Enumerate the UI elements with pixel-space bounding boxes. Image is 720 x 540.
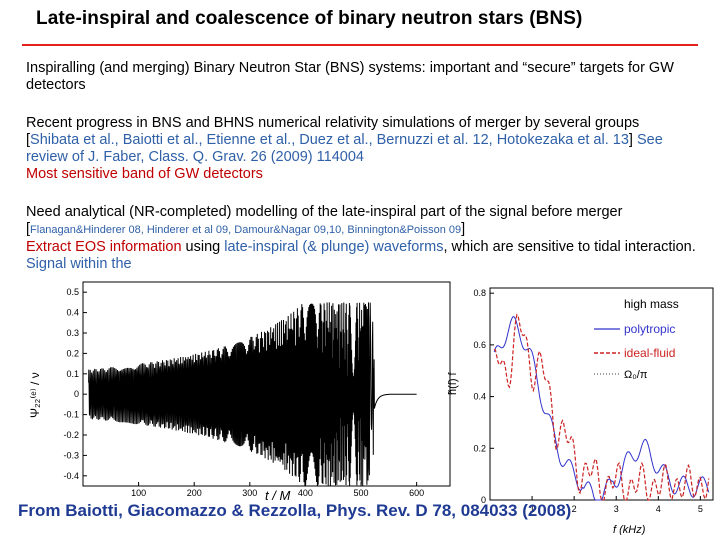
nr-progress-text: Recent progress in BNS and BHNS numerica… <box>26 115 640 148</box>
waveform-y-tick-label: 0.2 <box>66 348 79 358</box>
tidal-references: Flanagan&Hinderer 08, Hinderer et al 09,… <box>30 224 462 236</box>
waveform-y-tick-label: 0.3 <box>66 328 79 338</box>
waveform-y-tick-label: -0.3 <box>63 450 79 460</box>
waveform-y-axis-label: Ψ₂₂⁽ᵉ⁾ / ν <box>28 372 42 418</box>
spectrum-y-tick-label: 0.6 <box>473 340 486 350</box>
spectrum-x-axis-label: f (kHz) <box>613 524 646 535</box>
paragraph-analytical-modelling: Need analytical (NR-completed) modelling… <box>26 204 696 273</box>
waveform-y-tick-label: 0.5 <box>66 287 79 297</box>
waveform-x-axis-label: t / M <box>265 488 290 502</box>
tidal-bracket-close: ] <box>461 221 466 237</box>
spectrum-x-tick-label: 5 <box>698 504 703 514</box>
spectrum-y-tick-label: 0.8 <box>473 288 486 298</box>
analytical-need-text: Need analytical (NR-completed) modelling… <box>26 204 623 220</box>
spectrum-y-tick-label: 0.2 <box>473 443 486 453</box>
paragraph-numerical-relativity: Recent progress in BNS and BHNS numerica… <box>26 115 696 183</box>
waveform-y-tick-label: -0.1 <box>63 410 79 420</box>
legend-title: high mass <box>624 297 679 311</box>
waveform-curve <box>88 302 417 487</box>
sensitive-band-text: Most sensitive band of GW detectors <box>26 166 263 182</box>
legend-label-ideal-fluid: ideal-fluid <box>624 346 675 360</box>
paragraph-bns-targets: Inspiralling (and merging) Binary Neutro… <box>26 60 696 94</box>
eos-extract-text: Extract EOS information <box>26 239 182 255</box>
bns-targets-text: Inspiralling (and merging) Binary Neutro… <box>26 60 674 93</box>
nr-bracket-close: ] <box>628 132 637 148</box>
faber-review-reference: See review of J. Faber, Class. Q. Grav. … <box>26 132 663 165</box>
spectrum-plot-frame <box>489 287 714 501</box>
tidal-interaction-text: , which are sensitive to tidal interacti… <box>443 239 696 255</box>
spectrum-x-tick-label: 1 <box>530 504 535 514</box>
waveform-x-tick-label: 200 <box>187 488 202 498</box>
spectrum-x-tick-label: 4 <box>656 504 661 514</box>
waveform-x-tick-label: 100 <box>131 488 146 498</box>
source-credit: From Baiotti, Giacomazzo & Rezzolla, Phy… <box>18 501 572 520</box>
waveform-x-tick-label: 300 <box>242 488 257 498</box>
waveforms-text: late-inspiral (& plunge) waveforms <box>224 239 444 255</box>
using-text: using <box>181 239 225 255</box>
waveform-y-tick-label: 0.1 <box>66 369 79 379</box>
legend-item-polytropic: polytropic <box>594 322 675 336</box>
legend-label-polytropic: polytropic <box>624 322 675 336</box>
tidal-bracket-open: [ <box>26 221 31 237</box>
waveform-plot-frame <box>82 281 451 487</box>
spectrum-x-tick-label: 2 <box>572 504 577 514</box>
waveform-plot: 0.5 0.4 0.3 0.2 0.1 0 -0.1 -0.2 -0.3 -0.4 100 200 3… <box>28 281 451 502</box>
legend-item-omega: Ω₀/π <box>594 369 648 381</box>
spectrum-y-tick-label: 0.4 <box>473 392 486 402</box>
spectrum-x-tick-label: 3 <box>614 504 619 514</box>
spectrum-plot: 0.8 0.6 0.4 0.2 0 1 2 3 4 5 h̃(f) f f (kHz) high… <box>447 287 714 535</box>
waveform-y-tick-label: 0.4 <box>66 308 79 318</box>
waveform-y-tick-label: 0 <box>74 389 79 399</box>
legend-label-omega: Ω₀/π <box>624 369 648 381</box>
signal-within-text: Signal within the <box>26 256 132 272</box>
spectrum-y-tick-label: 0 <box>481 495 486 505</box>
waveform-x-tick-label: 400 <box>298 488 313 498</box>
legend-item-ideal-fluid: ideal-fluid <box>594 346 675 360</box>
ideal-fluid-curve <box>493 313 710 501</box>
title-underline <box>22 44 698 46</box>
waveform-y-tick-label: -0.4 <box>63 471 79 481</box>
slide-title: Late-inspiral and coalescence of binary … <box>36 8 583 29</box>
polytropic-curve <box>493 316 710 501</box>
waveform-y-tick-label: -0.2 <box>63 430 79 440</box>
waveform-x-tick-label: 500 <box>354 488 369 498</box>
spectrum-y-axis-label: h̃(f) f <box>447 371 459 395</box>
nr-references: Shibata et al., Baiotti et al., Etienne … <box>30 132 629 148</box>
waveform-x-tick-label: 600 <box>409 488 424 498</box>
